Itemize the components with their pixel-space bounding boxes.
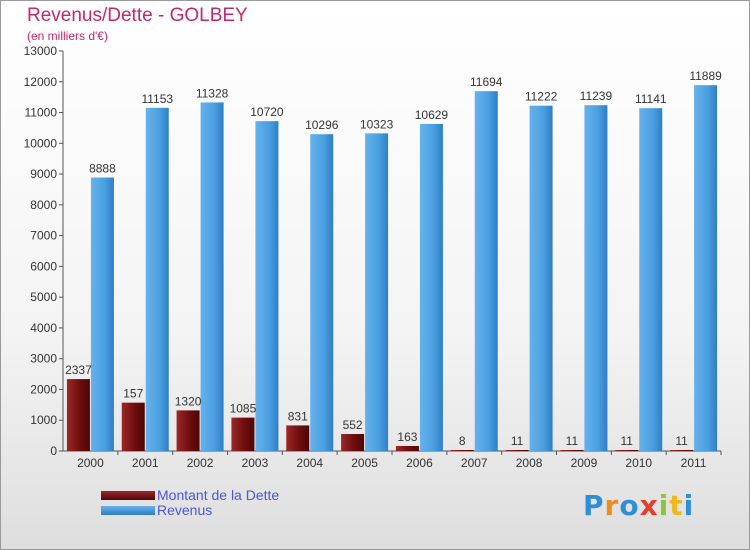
- x-tick-label: 2010: [625, 456, 652, 470]
- x-tick-label: 2003: [242, 456, 269, 470]
- data-label-dette: 831: [288, 409, 308, 423]
- data-label-revenus: 11328: [196, 86, 229, 100]
- data-label-revenus: 10720: [250, 105, 284, 119]
- bars: [66, 85, 718, 452]
- x-tick-label: 2002: [187, 456, 214, 470]
- x-tick-label: 2000: [77, 456, 104, 470]
- x-tick-label: 2008: [516, 456, 543, 470]
- y-tick-label: 10000: [24, 136, 58, 150]
- data-label-revenus: 11239: [580, 89, 613, 103]
- proxiti-logo: Proxiti: [583, 489, 695, 522]
- y-tick-label: 2000: [30, 382, 57, 396]
- chart-subtitle: (en milliers d'€): [27, 29, 108, 43]
- data-label-revenus: 11889: [689, 69, 722, 83]
- bar-dette: [231, 417, 255, 451]
- y-tick-label: 1000: [30, 413, 57, 427]
- bar-dette: [341, 434, 365, 451]
- x-tick-label: 2011: [681, 456, 707, 470]
- legend-item-revenus: Revenus: [101, 502, 212, 518]
- legend-label-revenus: Revenus: [157, 502, 213, 518]
- x-tick-label: 2009: [571, 456, 598, 470]
- bar-dette: [176, 410, 200, 451]
- data-label-dette: 552: [343, 418, 363, 432]
- bar-revenus: [639, 108, 663, 451]
- bar-dette: [615, 450, 639, 451]
- data-label-revenus: 11694: [470, 75, 503, 89]
- data-label-dette: 11: [566, 434, 579, 448]
- data-label-revenus: 8888: [89, 162, 116, 176]
- data-label-revenus: 10296: [305, 118, 339, 132]
- data-label-dette: 2337: [65, 363, 92, 377]
- bar-dette: [450, 450, 474, 451]
- data-label-dette: 1320: [175, 394, 202, 408]
- data-label-dette: 11: [675, 434, 688, 448]
- data-label-dette: 8: [459, 434, 466, 448]
- legend-swatch-dette: [101, 490, 155, 500]
- data-label-dette: 163: [397, 430, 417, 444]
- bar-revenus: [90, 177, 114, 451]
- data-label-dette: 157: [123, 387, 143, 401]
- y-tick-label: 11000: [25, 106, 58, 120]
- bar-dette: [286, 425, 310, 451]
- y-tick-label: 0: [50, 444, 57, 458]
- x-tick-label: 2007: [461, 456, 488, 470]
- y-tick-label: 7000: [30, 229, 57, 243]
- bar-revenus: [694, 85, 718, 451]
- y-tick-label: 13000: [24, 44, 58, 58]
- bar-revenus: [529, 105, 553, 451]
- y-tick-label: 4000: [30, 321, 57, 335]
- bar-revenus: [584, 105, 608, 451]
- bar-revenus: [200, 102, 224, 451]
- y-tick-label: 9000: [30, 167, 57, 181]
- y-tick-label: 12000: [24, 75, 58, 89]
- data-label-dette: 11: [511, 434, 524, 448]
- y-tick-label: 3000: [30, 352, 57, 366]
- bar-dette: [121, 402, 145, 451]
- bar-revenus: [255, 121, 279, 452]
- bar-dette: [670, 450, 694, 451]
- y-tick-label: 5000: [30, 290, 57, 304]
- x-tick-label: 2005: [351, 456, 378, 470]
- data-label-revenus: 10323: [360, 117, 394, 131]
- data-label-dette: 11: [621, 434, 634, 448]
- x-tick-label: 2006: [406, 456, 433, 470]
- bar-revenus: [145, 107, 169, 451]
- y-tick-label: 8000: [30, 198, 57, 212]
- bar-revenus: [365, 133, 389, 451]
- bar-dette: [395, 445, 419, 451]
- data-label-dette: 1085: [230, 402, 257, 416]
- legend-swatch-revenus: [101, 505, 155, 515]
- y-tick-label: 6000: [30, 259, 57, 273]
- chart-title: Revenus/Dette - GOLBEY: [27, 5, 248, 26]
- legend-item-dette: Montant de la Dette: [101, 487, 279, 503]
- bar-revenus: [310, 134, 334, 451]
- data-labels: 2337 157 1320 1085 831 552 163 8 11 11 11 11 8888 111…: [65, 69, 722, 448]
- bar-dette: [560, 450, 584, 451]
- bar-dette: [66, 379, 90, 451]
- bar-revenus: [419, 123, 443, 451]
- data-label-revenus: 11222: [525, 90, 558, 104]
- x-tick-label: 2004: [296, 456, 323, 470]
- data-label-revenus: 11141: [635, 92, 667, 106]
- bar-revenus: [474, 91, 498, 451]
- bar-dette: [505, 450, 529, 451]
- data-label-revenus: 11153: [141, 92, 173, 106]
- axes: 0 1000 2000 3000 4000 5000 6000 7000 8000 9000 100…: [24, 44, 722, 470]
- legend-label-dette: Montant de la Dette: [157, 487, 280, 503]
- data-label-revenus: 10629: [415, 108, 449, 122]
- x-tick-label: 2001: [132, 456, 159, 470]
